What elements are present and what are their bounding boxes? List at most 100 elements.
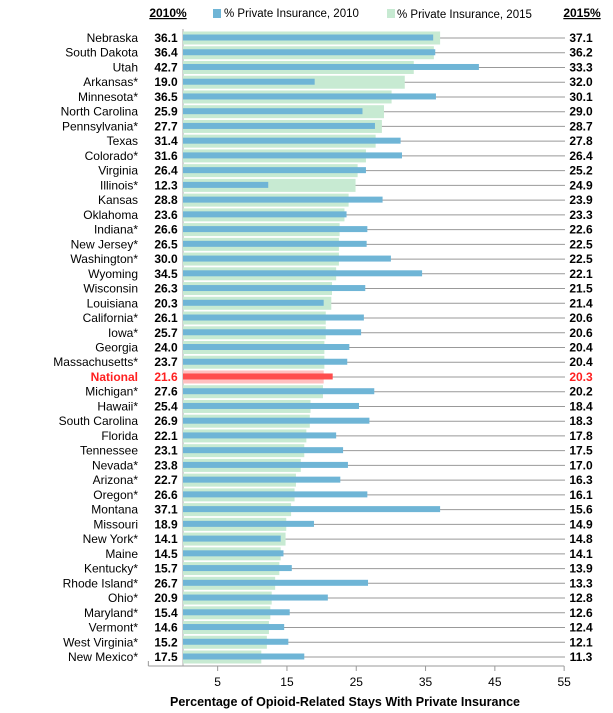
category-label: South Dakota xyxy=(65,46,138,60)
value-label-2015: 27.8 xyxy=(569,134,593,148)
value-label-2010: 28.8 xyxy=(154,193,178,207)
value-label-2010: 15.7 xyxy=(154,562,178,576)
value-label-2015: 21.5 xyxy=(569,282,593,296)
category-label: Hawaii* xyxy=(97,399,138,413)
bar-2010 xyxy=(183,535,281,542)
value-label-2015: 20.3 xyxy=(569,370,593,384)
value-label-2010: 21.6 xyxy=(154,370,178,384)
value-label-2010: 27.7 xyxy=(154,119,178,133)
value-label-2015: 17.5 xyxy=(569,444,593,458)
legend-label-2015: % Private Insurance, 2015 xyxy=(397,9,532,21)
value-label-2015: 37.1 xyxy=(569,31,593,45)
value-label-2010: 26.1 xyxy=(154,311,178,325)
x-tick-label: 15 xyxy=(280,675,294,689)
bar-2010 xyxy=(183,447,344,454)
bar-2010 xyxy=(183,506,441,513)
category-label: Oklahoma xyxy=(83,208,138,222)
value-label-2010: 20.3 xyxy=(154,296,178,310)
category-label: Pennsylvania* xyxy=(62,119,138,133)
category-label: Illinois* xyxy=(100,178,138,192)
value-label-2015: 17.8 xyxy=(569,429,593,443)
category-label: Tennessee xyxy=(80,444,138,458)
value-label-2015: 12.6 xyxy=(569,606,593,620)
bar-2010 xyxy=(183,550,284,557)
category-label: New York* xyxy=(83,532,139,546)
value-label-2010: 25.4 xyxy=(154,399,178,413)
value-label-2015: 18.3 xyxy=(569,414,593,428)
value-label-2010: 26.6 xyxy=(154,223,178,237)
bar-2010 xyxy=(183,594,328,601)
category-label: Indiana* xyxy=(94,223,138,237)
value-label-2015: 29.0 xyxy=(569,105,593,119)
value-label-2015: 15.6 xyxy=(569,503,593,517)
bar-2010 xyxy=(183,78,315,85)
value-label-2010: 26.3 xyxy=(154,282,178,296)
value-label-2015: 23.3 xyxy=(569,208,593,222)
bar-2010 xyxy=(183,63,479,70)
bar-2010 xyxy=(183,34,434,41)
value-label-2010: 18.9 xyxy=(154,517,178,531)
bar-2010 xyxy=(183,314,364,321)
category-label: Florida xyxy=(101,429,138,443)
bar-2010 xyxy=(183,226,368,233)
category-label: Minnesota* xyxy=(78,90,138,104)
value-label-2015: 14.1 xyxy=(569,547,593,561)
value-label-2015: 11.3 xyxy=(570,650,593,664)
category-label: Iowa* xyxy=(108,326,138,340)
value-label-2010: 30.0 xyxy=(154,252,178,266)
bar-2010 xyxy=(183,609,290,616)
value-label-2010: 15.2 xyxy=(154,635,178,649)
value-label-2010: 12.3 xyxy=(154,178,178,192)
value-label-2010: 31.6 xyxy=(154,149,178,163)
category-label: Maryland* xyxy=(84,606,138,620)
value-label-2010: 22.1 xyxy=(154,429,178,443)
value-label-2015: 20.4 xyxy=(569,355,593,369)
category-label: Missouri xyxy=(93,517,138,531)
value-label-2015: 20.6 xyxy=(569,311,593,325)
category-label: Montana xyxy=(91,503,138,517)
bar-2010 xyxy=(183,196,383,203)
category-label: Wyoming xyxy=(88,267,138,281)
category-label: Maine xyxy=(105,547,138,561)
category-label: Vermont* xyxy=(89,621,139,635)
bar-2010 xyxy=(183,93,436,100)
bar-2010 xyxy=(183,285,366,292)
value-label-2010: 42.7 xyxy=(154,60,178,74)
value-label-2010: 23.6 xyxy=(154,208,178,222)
value-label-2015: 20.4 xyxy=(569,341,593,355)
value-label-2015: 12.1 xyxy=(569,635,593,649)
category-label: California* xyxy=(83,311,139,325)
right-column-header: 2015% xyxy=(563,6,601,20)
legend-swatch-2010 xyxy=(213,9,221,18)
bar-2010 xyxy=(183,624,285,631)
bar-2010 xyxy=(183,358,348,365)
x-tick-label: 5 xyxy=(214,675,221,689)
value-label-2015: 28.7 xyxy=(569,119,593,133)
category-label: Virginia xyxy=(98,164,138,178)
x-tick-label: 45 xyxy=(488,675,502,689)
value-label-2010: 26.7 xyxy=(154,576,178,590)
value-label-2015: 26.4 xyxy=(569,149,593,163)
value-label-2010: 36.5 xyxy=(154,90,178,104)
value-label-2010: 25.7 xyxy=(154,326,178,340)
bar-2010 xyxy=(183,565,292,572)
bar-2010 xyxy=(183,240,367,247)
value-label-2010: 36.4 xyxy=(154,46,178,60)
category-label: Ohio* xyxy=(108,591,138,605)
bar-2010 xyxy=(183,255,391,262)
value-label-2010: 34.5 xyxy=(154,267,178,281)
value-label-2015: 12.4 xyxy=(569,621,593,635)
bar-2010 xyxy=(183,402,360,409)
value-label-2010: 36.1 xyxy=(154,31,178,45)
x-tick-label: 55 xyxy=(557,675,571,689)
bar-2010 xyxy=(183,329,362,336)
category-label: National xyxy=(91,370,138,384)
bar-2010 xyxy=(183,270,423,277)
category-label: Michigan* xyxy=(85,385,138,399)
bar-2010 xyxy=(183,417,370,424)
bar-2010 xyxy=(183,108,363,115)
category-label: Louisiana xyxy=(87,296,139,310)
bar-2010 xyxy=(183,211,347,218)
bar-2010 xyxy=(183,579,369,586)
